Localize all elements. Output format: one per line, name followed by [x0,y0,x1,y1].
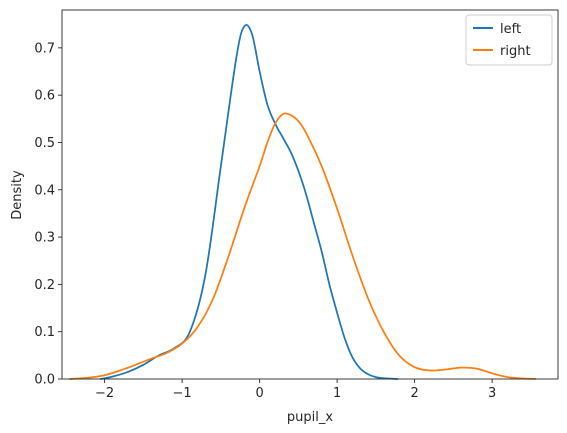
y-tick-label: 0.0 [34,373,55,388]
series-line-right [68,112,537,380]
y-tick-label: 0.2 [34,278,55,293]
x-axis: −2 −1 0 1 2 3 [95,379,496,401]
y-tick-label: 0.4 [34,183,55,198]
y-tick-label: 0.6 [34,89,55,104]
x-axis-label: pupil_x [287,410,333,425]
x-tick-label: −1 [173,386,192,401]
y-tick-label: 0.7 [34,41,55,56]
x-tick-label: −2 [95,386,114,401]
y-tick-label: 0.5 [34,136,55,151]
legend: left right [465,14,553,66]
y-tick-label: 0.1 [34,325,55,340]
y-axis-label: Density [10,170,25,220]
x-tick-label: 1 [333,386,341,401]
x-tick-label: 3 [488,386,496,401]
legend-label-right: right [500,44,531,59]
x-tick-label: 0 [255,386,263,401]
x-tick-label: 2 [410,386,418,401]
legend-label-left: left [500,22,521,37]
plot-frame [61,9,559,380]
y-tick-label: 0.3 [34,231,55,246]
series-layer [68,24,537,380]
y-axis: 0.0 0.1 0.2 0.3 0.4 0.5 0.6 0.7 [34,41,62,388]
